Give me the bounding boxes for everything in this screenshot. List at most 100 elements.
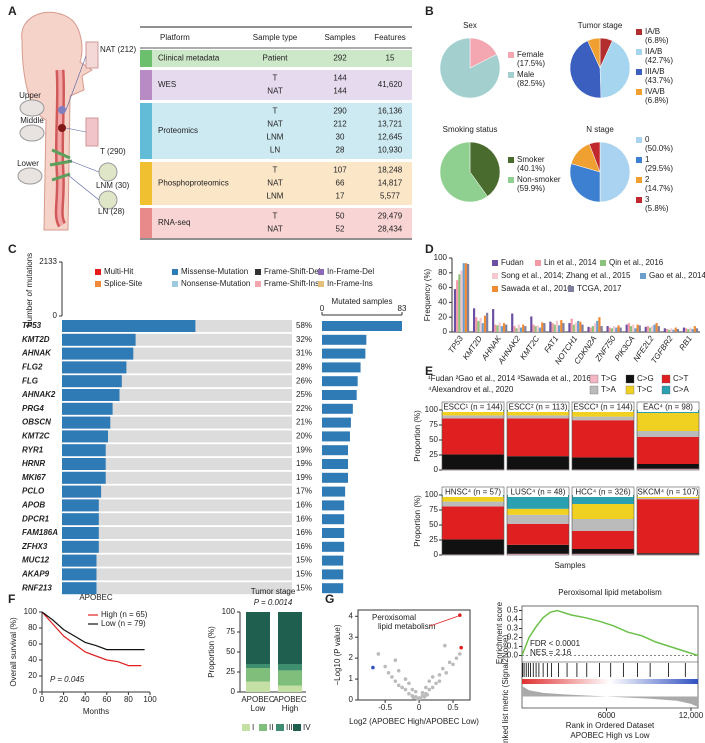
panel-label-bg — [638, 403, 698, 412]
legend-label: 3 — [645, 195, 650, 204]
y-axis-label: Proportion (%) — [413, 410, 422, 462]
legend-swatch — [636, 29, 642, 35]
stack-segment — [637, 437, 699, 464]
pct-label: 31% — [296, 349, 312, 358]
panel-label: G — [325, 592, 334, 606]
y-tick-label: 0.0 — [507, 651, 519, 660]
legend-value: (42.7%) — [645, 56, 673, 65]
panel-title: ESCC² (n = 113) — [509, 403, 568, 412]
bar — [644, 326, 647, 332]
pie-title: N stage — [586, 125, 614, 134]
stack-segment — [442, 454, 504, 470]
bar — [655, 323, 658, 332]
legend-swatch — [661, 374, 671, 384]
anatomy-label: Lower — [17, 159, 39, 168]
panel-label: D — [425, 242, 434, 256]
y-tick-label: 75 — [226, 627, 235, 636]
stat: NES = 2.16 — [530, 648, 572, 657]
y-tick-label: 50 — [429, 520, 438, 529]
legend-label: Frame-Shift-Ins — [264, 279, 319, 288]
group-bar — [140, 70, 152, 100]
gene-label: AKAP9 — [21, 570, 50, 579]
chart-title: Peroxisomal lipid metabolism — [558, 588, 662, 597]
legend-label: Non-smoker — [517, 175, 561, 184]
nat-site — [58, 106, 66, 114]
group-bar — [140, 50, 152, 67]
legend-swatch — [492, 260, 498, 266]
pct-label: 19% — [296, 459, 312, 468]
bar — [596, 320, 599, 332]
anatomy-label: Middle — [20, 116, 44, 125]
bar — [593, 323, 597, 332]
stack-segment — [637, 413, 699, 431]
group-bar — [140, 103, 152, 159]
legend-value: (17.5%) — [517, 59, 545, 68]
oncoprint-row — [62, 347, 134, 360]
stack-segment — [637, 499, 699, 554]
gene-label: ZFHX3 — [21, 542, 48, 551]
legend-swatch — [172, 269, 178, 275]
bar — [462, 263, 465, 332]
platform-name: Proteomics — [158, 126, 198, 135]
legend-label: C>G — [637, 374, 654, 383]
point — [451, 662, 455, 667]
x-axis-label: Months — [83, 707, 109, 716]
panel-label-bg — [508, 403, 568, 412]
bar — [591, 326, 594, 332]
legend-label: High (n = 65) — [101, 610, 148, 619]
legend-swatch — [492, 286, 498, 292]
mutated-bar — [322, 334, 367, 345]
anatomy-label: Upper — [19, 91, 41, 100]
stack-segment — [442, 501, 504, 507]
survival-line — [41, 611, 142, 667]
legend-label: TCGA, 2017 — [577, 284, 622, 293]
y-tick-label: 100 — [434, 253, 448, 262]
mutated-bar — [322, 376, 358, 387]
point — [427, 687, 432, 692]
legend-value: (6.8%) — [645, 36, 669, 45]
bar — [693, 326, 696, 332]
group-bg — [152, 162, 412, 205]
panel-label-bg — [638, 488, 698, 497]
stack-segment — [507, 508, 569, 515]
es-curve — [521, 609, 699, 657]
legend-swatch — [589, 374, 599, 384]
oncoprint-row — [62, 485, 102, 498]
point — [430, 675, 435, 679]
bar — [674, 327, 677, 332]
bar — [278, 685, 302, 692]
y-tick-label: 75 — [429, 420, 438, 429]
table-cell: 28,434 — [378, 225, 403, 234]
bar — [519, 327, 523, 332]
x-tick-label: 0 — [320, 304, 325, 313]
pie-slice — [588, 141, 601, 173]
bar — [498, 322, 501, 332]
p-value: P = 0.045 — [50, 675, 85, 684]
group-bar — [140, 162, 152, 205]
legend-swatch — [242, 724, 250, 731]
p-value: P = 0.0014 — [254, 598, 293, 607]
bar — [670, 328, 673, 332]
gene-label: FAM186A — [22, 528, 58, 537]
stack-segment — [572, 457, 634, 470]
gene-label: KMT2D — [22, 335, 50, 344]
table-cell: LN — [270, 146, 280, 155]
point — [441, 666, 445, 671]
legend-swatch — [172, 281, 178, 287]
x-tick-label: -0.5 — [378, 703, 392, 712]
gene-label: RYR1 — [22, 445, 44, 454]
row-bg — [62, 513, 292, 526]
bar — [627, 323, 630, 332]
y-axis-label: −Log10 (P value) — [333, 624, 342, 685]
point — [458, 652, 462, 656]
group-bg — [152, 208, 412, 238]
oncoprint-row — [62, 361, 127, 374]
stack-segment — [507, 415, 569, 419]
point — [410, 687, 415, 692]
mutated-bar — [322, 348, 366, 359]
bar — [676, 329, 680, 332]
pct-label: 26% — [296, 376, 312, 385]
y-axis-label: Proportion (%) — [413, 495, 422, 547]
plot-frame — [521, 605, 699, 709]
stack-segment — [572, 495, 634, 504]
